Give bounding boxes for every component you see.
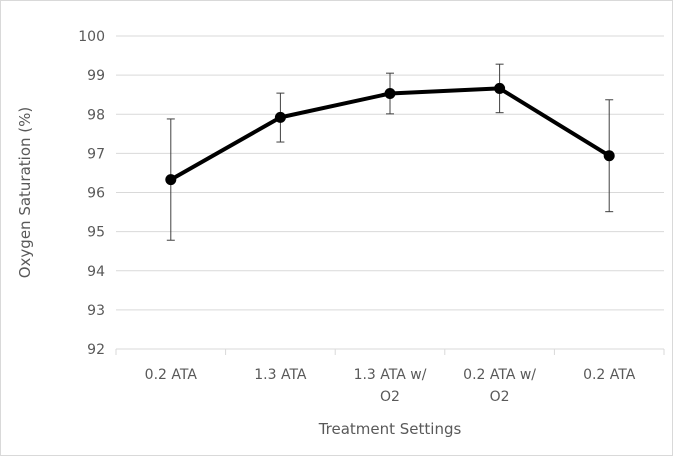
- y-tick-label: 94: [87, 264, 105, 280]
- y-tick-label: 98: [87, 107, 105, 123]
- data-points: [165, 82, 615, 186]
- x-tick-label: 0.2 ATA: [583, 367, 636, 383]
- y-tick-label: 96: [87, 186, 105, 202]
- data-point: [384, 88, 396, 100]
- y-axis-title: Oxygen Saturation (%): [16, 107, 34, 279]
- y-tick-label: 100: [78, 29, 105, 45]
- x-axis: [115, 348, 665, 355]
- data-point: [494, 82, 506, 94]
- x-tick-label: 1.3 ATA: [254, 367, 307, 383]
- x-tick-label: 0.2 ATA: [145, 367, 198, 383]
- x-axis-ticks: 0.2 ATA 1.3 ATA 1.3 ATA w/O2 0.2 ATA w/O2 0.…: [145, 367, 636, 405]
- y-tick-label: 97: [87, 146, 105, 162]
- x-tick-label: 1.3 ATA w/O2: [354, 367, 427, 405]
- y-axis-ticks: 92 93 94 95 96 97 98 99 100: [78, 29, 105, 358]
- data-point: [165, 174, 177, 186]
- data-point: [274, 111, 286, 123]
- y-tick-label: 95: [87, 225, 105, 241]
- x-axis-title: Treatment Settings: [318, 420, 462, 438]
- y-tick-label: 92: [87, 342, 105, 358]
- data-point: [603, 150, 615, 162]
- y-tick-label: 93: [87, 303, 105, 319]
- x-tick-label: 0.2 ATA w/O2: [463, 367, 536, 405]
- y-tick-label: 99: [87, 68, 105, 84]
